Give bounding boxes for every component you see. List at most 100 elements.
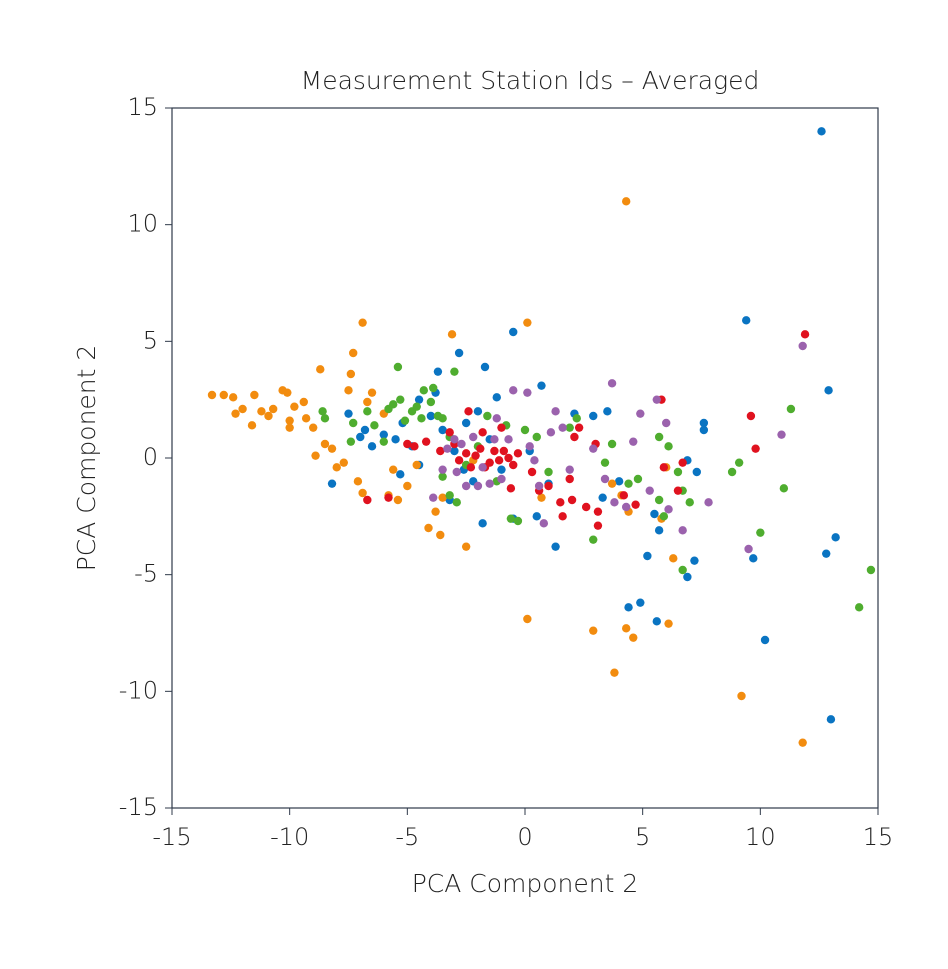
scatter-point bbox=[504, 435, 513, 444]
scatter-point bbox=[466, 463, 476, 472]
scatter-point bbox=[363, 407, 372, 416]
scatter-point bbox=[556, 498, 565, 507]
scatter-point bbox=[403, 481, 412, 491]
scatter-point bbox=[854, 603, 864, 612]
scatter-point bbox=[414, 395, 424, 404]
scatter-point bbox=[621, 624, 631, 633]
scatter-point bbox=[760, 635, 770, 645]
scatter-point bbox=[497, 423, 506, 432]
scatter-point bbox=[419, 386, 429, 395]
scatter-point bbox=[238, 404, 247, 414]
scatter-point bbox=[450, 446, 459, 456]
scatter-point bbox=[831, 533, 840, 542]
scatter-point bbox=[497, 474, 506, 484]
scatter-point bbox=[499, 446, 509, 456]
scatter-point bbox=[327, 444, 337, 453]
scatter-point bbox=[412, 402, 421, 411]
scatter-point bbox=[551, 407, 560, 416]
scatter-point bbox=[483, 411, 492, 421]
scatter-point bbox=[494, 456, 504, 465]
scatter-point bbox=[619, 491, 629, 500]
scatter-point bbox=[558, 423, 567, 432]
scatter-point bbox=[749, 554, 758, 563]
scatter-point bbox=[593, 521, 603, 530]
scatter-point bbox=[473, 407, 483, 416]
scatter-point bbox=[410, 442, 419, 451]
scatter-point bbox=[678, 526, 687, 535]
scatter-point bbox=[673, 467, 683, 477]
scatter-point bbox=[403, 439, 412, 449]
scatter-point bbox=[426, 397, 436, 407]
scatter-point bbox=[669, 554, 678, 563]
x-tick-label: 5 bbox=[635, 823, 650, 851]
scatter-point bbox=[393, 362, 403, 372]
scatter-point bbox=[452, 467, 461, 477]
scatter-point bbox=[469, 432, 478, 442]
scatter-point bbox=[421, 437, 431, 446]
scatter-point bbox=[624, 479, 633, 488]
scatter-point bbox=[699, 425, 709, 435]
scatter-point bbox=[431, 507, 440, 516]
scatter-point bbox=[412, 460, 421, 470]
scatter-point bbox=[662, 418, 671, 428]
scatter-point bbox=[478, 463, 487, 472]
scatter-point bbox=[598, 493, 607, 502]
scatter-point bbox=[652, 395, 661, 404]
scatter-point bbox=[379, 430, 388, 439]
scatter-point bbox=[659, 463, 669, 472]
scatter-point bbox=[311, 451, 320, 460]
scatter-point bbox=[683, 572, 692, 582]
scatter-point bbox=[621, 197, 631, 206]
scatter-point bbox=[478, 519, 487, 528]
scatter-point bbox=[285, 423, 294, 432]
x-axis-label: PCA Component 2 bbox=[412, 869, 639, 898]
scatter-point bbox=[228, 393, 238, 402]
scatter-point bbox=[704, 498, 713, 507]
scatter-point bbox=[636, 598, 645, 607]
scatter-point bbox=[624, 603, 633, 612]
scatter-point bbox=[822, 549, 831, 558]
scatter-point bbox=[344, 409, 353, 418]
scatter-point bbox=[544, 467, 553, 477]
scatter-point bbox=[429, 493, 438, 502]
scatter-point bbox=[600, 458, 610, 467]
scatter-point bbox=[349, 418, 358, 428]
scatter-point bbox=[344, 386, 353, 395]
scatter-point bbox=[544, 481, 553, 491]
scatter-point bbox=[734, 458, 744, 467]
scatter-point bbox=[367, 388, 377, 397]
scatter-point bbox=[800, 330, 810, 339]
scatter-point bbox=[485, 479, 494, 488]
scatter-point bbox=[457, 439, 466, 449]
scatter-point bbox=[461, 542, 471, 551]
scatter-point bbox=[346, 369, 356, 379]
scatter-point bbox=[614, 477, 624, 486]
scatter-point bbox=[664, 619, 673, 628]
scatter-point bbox=[742, 316, 751, 325]
scatter-point bbox=[454, 456, 464, 465]
scatter-point bbox=[506, 514, 516, 523]
scatter-point bbox=[574, 423, 584, 432]
scatter-point bbox=[567, 495, 577, 505]
scatter-point bbox=[316, 365, 325, 374]
scatter-point bbox=[363, 397, 372, 407]
scatter-point bbox=[520, 425, 530, 435]
scatter-point bbox=[525, 442, 534, 451]
scatter-point bbox=[678, 458, 687, 467]
scatter-point bbox=[685, 498, 694, 507]
scatter-point bbox=[786, 404, 796, 414]
scatter-point bbox=[445, 491, 454, 500]
scatter-point bbox=[650, 509, 659, 519]
scatter-point bbox=[546, 428, 556, 437]
scatter-point bbox=[565, 465, 574, 474]
scatter-point bbox=[391, 435, 400, 444]
scatter-point bbox=[570, 432, 579, 442]
scatter-point bbox=[589, 535, 598, 544]
scatter-point bbox=[654, 526, 664, 535]
scatter-point bbox=[523, 318, 532, 327]
scatter-point bbox=[654, 432, 664, 442]
scatter-point bbox=[219, 390, 228, 400]
x-tick-label: 10 bbox=[745, 823, 776, 851]
scatter-point bbox=[589, 626, 598, 635]
